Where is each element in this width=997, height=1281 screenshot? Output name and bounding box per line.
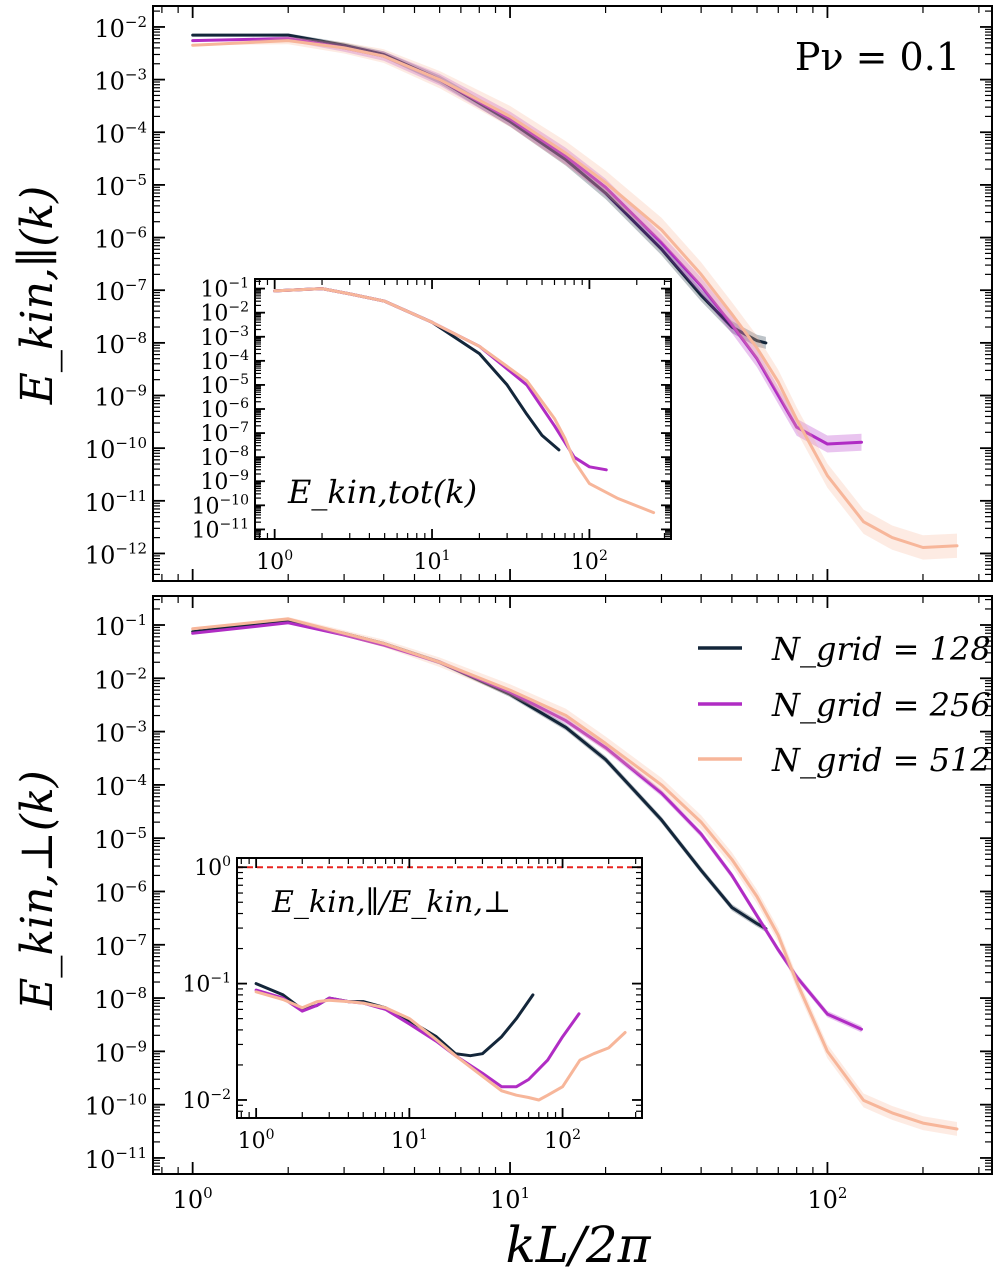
bottom-ytick-label: 10−11 — [85, 1144, 147, 1174]
bottom-ytick-label: 10−8 — [94, 984, 147, 1014]
legend-label-512: N_grid = 512 — [771, 741, 991, 779]
top-ytick-label: 10−12 — [85, 539, 147, 569]
pnu-annotation-text: Pν = 0.1 — [795, 35, 960, 79]
top-inset: 10−110−210−310−410−510−610−710−810−910−1… — [191, 276, 672, 575]
xlabel: kL/2π — [505, 1216, 651, 1274]
top-ytick-label: 10−3 — [94, 66, 147, 96]
top-inset-ytick-label: 10−9 — [200, 468, 249, 495]
top-line-512 — [191, 39, 959, 549]
bottom-inset-xtick-label: 100 — [238, 1127, 275, 1154]
legend-label-256: N_grid = 256 — [771, 686, 991, 724]
top-ytick-label: 10−2 — [94, 13, 147, 43]
top-ytick-label: 10−7 — [94, 276, 147, 306]
top-ytick-label: 10−9 — [94, 382, 147, 412]
bottom-inset-background — [237, 858, 642, 1118]
bottom-ylabel: E_kin,⊥(k) — [12, 770, 63, 1011]
top-inset-ytick-label: 10−1 — [200, 276, 249, 303]
pnu-annotation: Pν = 0.1 — [795, 35, 960, 79]
bottom-ytick-label: 10−10 — [85, 1091, 147, 1121]
bottom-inset-line-256 — [254, 988, 581, 1089]
bottom-inset-ticks: 100 10−1 10−2 100 101 102 — [182, 854, 642, 1154]
top-inset-ytick-label: 10−8 — [200, 444, 249, 471]
top-ytick-label: 10−5 — [94, 171, 147, 201]
top-inset-ytick-label: 10−6 — [200, 396, 249, 423]
bottom-ytick-label: 10−3 — [94, 718, 147, 748]
legend: N_grid = 128 N_grid = 256 N_grid = 512 — [698, 630, 991, 779]
bottom-inset-ytick-label: 10−1 — [182, 971, 231, 998]
bottom-panel-frame — [152, 595, 993, 1175]
top-panel: 10−210−310−410−510−610−710−810−910−1010−… — [12, 5, 993, 582]
bottom-ytick-label: 10−6 — [94, 877, 147, 907]
top-inset-xtick-label: 100 — [256, 548, 293, 575]
bottom-ytick-label: 10−7 — [94, 931, 147, 961]
top-ytick-label: 10−10 — [85, 434, 147, 464]
bottom-ytick-label: 10−1 — [94, 611, 147, 641]
top-ytick-label: 10−8 — [94, 329, 147, 359]
bottom-inset-series-group — [237, 866, 642, 1102]
bottom-xtick-label: 101 — [490, 1184, 530, 1214]
bottom-band-128 — [192, 619, 766, 932]
bottom-inset-xtick-label: 101 — [391, 1127, 428, 1154]
bottom-ytick-label: 10−2 — [94, 664, 147, 694]
top-inset-ytick-label: 10−5 — [200, 372, 249, 399]
bottom-xtick-label: 100 — [173, 1184, 213, 1214]
top-ytick-label: 10−6 — [94, 224, 147, 254]
bottom-series-group — [191, 617, 959, 1136]
bottom-inset-frame — [236, 857, 643, 1119]
top-inset-ticks: 10−110−210−310−410−510−610−710−810−910−1… — [191, 276, 671, 575]
bottom-inset-ytick-label: 100 — [194, 854, 231, 881]
top-inset-background — [255, 279, 671, 539]
top-ytick-label: 10−11 — [85, 487, 147, 517]
top-inset-ytick-label: 10−4 — [200, 348, 249, 375]
top-ylabel: E_kin,∥(k) — [12, 186, 63, 406]
bottom-inset-line-512 — [254, 990, 627, 1102]
bottom-panel: 10−1 10−2 10−3 10−4 10−5 10−6 10−7 10−8 10−9 10−1… — [12, 595, 993, 1274]
top-inset-ytick-label: 10−3 — [200, 324, 249, 351]
top-axis-ticks: 10−210−310−410−510−610−710−810−910−1010−… — [85, 6, 992, 582]
bottom-axis-ticks: 10−1 10−2 10−3 10−4 10−5 10−6 10−7 10−8 10−9 10−1… — [85, 596, 992, 1214]
bottom-ytick-label: 10−9 — [94, 1037, 147, 1067]
bottom-line-256 — [191, 621, 863, 1031]
top-panel-frame — [152, 5, 993, 582]
bottom-inset-ylabel: E_kin,∥/E_kin,⊥ — [271, 885, 511, 920]
top-inset-ytick-label: 10−11 — [191, 516, 249, 543]
legend-label-128: N_grid = 128 — [771, 630, 991, 668]
top-inset-xtick-label: 102 — [571, 548, 608, 575]
top-inset-ytick-label: 10−2 — [200, 300, 249, 327]
top-inset-ylabel: E_kin,tot(k) — [287, 473, 477, 511]
bottom-ytick-label: 10−5 — [94, 824, 147, 854]
top-inset-line-512 — [273, 287, 656, 515]
top-ytick-label: 10−4 — [94, 118, 147, 148]
bottom-inset-ytick-label: 10−2 — [182, 1087, 231, 1114]
top-inset-series-group — [273, 287, 656, 515]
bottom-inset-xtick-label: 102 — [544, 1127, 581, 1154]
top-inset-ytick-label: 10−10 — [191, 492, 249, 519]
top-inset-xtick-label: 101 — [414, 548, 451, 575]
top-series-group — [191, 33, 959, 560]
bottom-inset: 100 10−1 10−2 100 101 102 E_kin,∥/E_kin,⊥ — [182, 854, 643, 1154]
bottom-xtick-label: 102 — [807, 1184, 847, 1214]
bottom-ytick-label: 10−4 — [94, 771, 147, 801]
top-inset-ytick-label: 10−7 — [200, 420, 249, 447]
bottom-line-512 — [191, 617, 959, 1131]
